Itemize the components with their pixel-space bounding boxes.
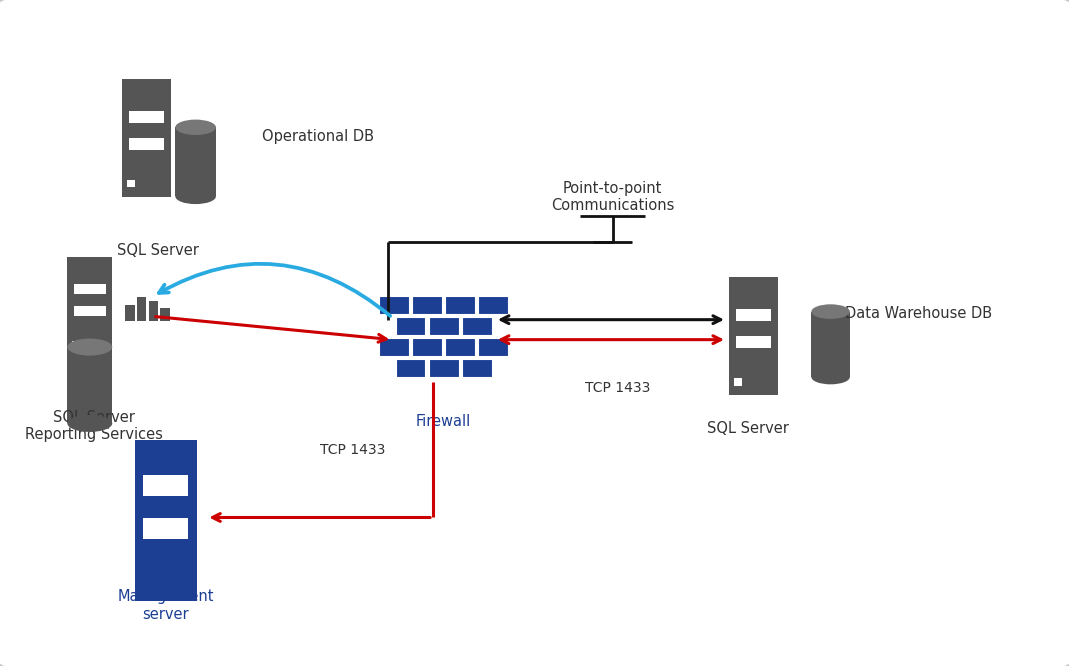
FancyBboxPatch shape: [378, 296, 408, 314]
FancyBboxPatch shape: [413, 296, 443, 314]
FancyBboxPatch shape: [125, 306, 135, 321]
Ellipse shape: [67, 338, 112, 356]
FancyBboxPatch shape: [445, 296, 475, 314]
Ellipse shape: [175, 120, 216, 135]
FancyBboxPatch shape: [429, 359, 459, 377]
FancyBboxPatch shape: [175, 127, 216, 196]
FancyBboxPatch shape: [74, 284, 106, 294]
Ellipse shape: [175, 188, 216, 204]
FancyArrowPatch shape: [159, 264, 390, 316]
FancyBboxPatch shape: [143, 475, 188, 496]
FancyBboxPatch shape: [160, 308, 170, 321]
Text: TCP 1433: TCP 1433: [320, 443, 386, 457]
FancyBboxPatch shape: [149, 301, 158, 321]
FancyBboxPatch shape: [462, 317, 492, 335]
Text: TCP 1433: TCP 1433: [585, 381, 651, 395]
Text: Management
server: Management server: [118, 589, 214, 622]
Text: Point-to-point
Communications: Point-to-point Communications: [551, 180, 675, 213]
FancyBboxPatch shape: [478, 296, 509, 314]
FancyBboxPatch shape: [729, 277, 778, 396]
FancyBboxPatch shape: [735, 336, 772, 348]
FancyBboxPatch shape: [127, 180, 135, 187]
FancyBboxPatch shape: [462, 359, 492, 377]
Text: Data Warehouse DB: Data Warehouse DB: [845, 306, 992, 320]
Ellipse shape: [67, 415, 112, 432]
FancyBboxPatch shape: [734, 378, 742, 386]
Ellipse shape: [811, 370, 850, 384]
FancyBboxPatch shape: [137, 297, 146, 321]
FancyBboxPatch shape: [429, 317, 459, 335]
Text: Operational DB: Operational DB: [262, 129, 374, 144]
Text: SQL Server: SQL Server: [708, 421, 789, 436]
FancyBboxPatch shape: [128, 138, 165, 150]
FancyBboxPatch shape: [735, 309, 772, 321]
Text: SQL Server: SQL Server: [118, 243, 199, 258]
FancyBboxPatch shape: [122, 79, 171, 197]
FancyBboxPatch shape: [67, 257, 112, 356]
FancyBboxPatch shape: [72, 341, 79, 348]
FancyBboxPatch shape: [74, 306, 106, 316]
FancyBboxPatch shape: [445, 338, 475, 356]
FancyBboxPatch shape: [135, 440, 197, 601]
FancyBboxPatch shape: [67, 347, 112, 424]
FancyBboxPatch shape: [128, 111, 165, 123]
FancyBboxPatch shape: [413, 338, 443, 356]
FancyBboxPatch shape: [378, 338, 408, 356]
FancyBboxPatch shape: [396, 317, 425, 335]
FancyBboxPatch shape: [143, 518, 188, 539]
Text: SQL Server
Reporting Services: SQL Server Reporting Services: [26, 410, 162, 442]
FancyBboxPatch shape: [396, 359, 425, 377]
FancyBboxPatch shape: [811, 312, 850, 377]
Ellipse shape: [811, 304, 850, 319]
Text: Firewall: Firewall: [416, 414, 471, 430]
FancyBboxPatch shape: [478, 338, 509, 356]
